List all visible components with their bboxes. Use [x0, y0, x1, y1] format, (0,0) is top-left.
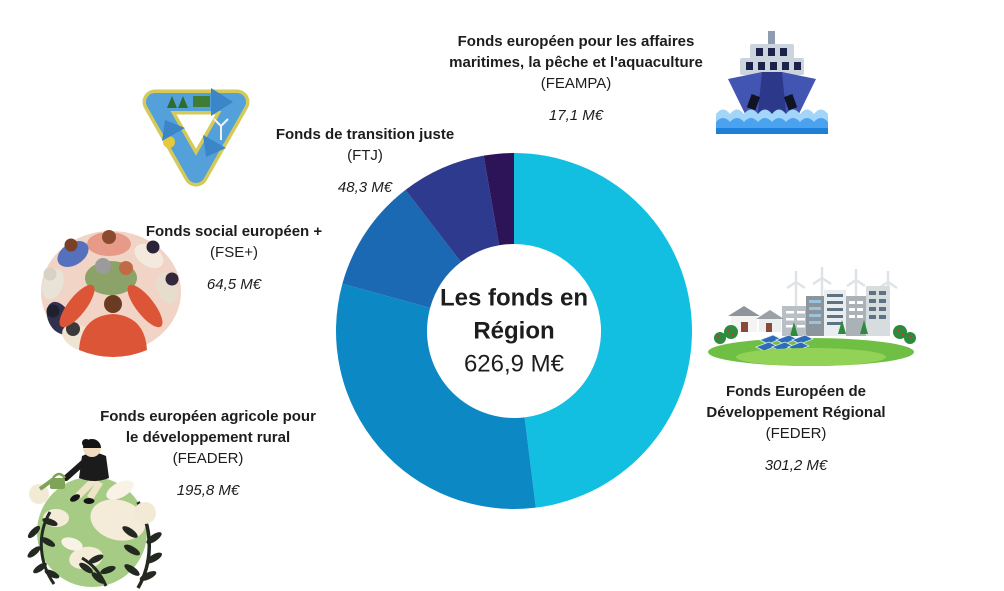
donut-segment-fse: [342, 189, 461, 308]
wave-deep: [716, 128, 828, 134]
buildings: [782, 286, 890, 336]
people-front-person: [59, 284, 163, 357]
fund-acronym: (FTJ): [347, 147, 383, 164]
donut-segments: [335, 153, 692, 510]
city-icon: [704, 266, 918, 370]
ship-bow: [757, 72, 787, 122]
label-fse: Fonds social européen + (FSE+) 64,5 M€: [119, 221, 349, 293]
donut-segment-feader: [335, 283, 536, 510]
recycle-sun: [163, 136, 175, 148]
sitting-person: [63, 439, 109, 504]
grass-front: [736, 348, 886, 366]
fund-amount: 17,1 M€: [548, 107, 604, 124]
branch-left: [27, 511, 60, 585]
label-feder: Fonds Européen de Développement Régional…: [671, 381, 921, 474]
fund-title: Fonds social européen +: [145, 223, 323, 240]
solar-panels: [755, 334, 814, 352]
fund-amount: 48,3 M€: [337, 179, 393, 196]
donut-segment-feder: [514, 153, 692, 508]
label-feampa: Fonds européen pour les affaires maritim…: [411, 31, 741, 124]
recycle-dam: [193, 96, 210, 107]
donut-segment-feampa: [483, 153, 514, 246]
fund-acronym: (FEDER): [765, 425, 827, 442]
ship-deck-windows: [746, 62, 801, 70]
fund-amount: 64,5 M€: [206, 276, 262, 293]
houses: [728, 306, 784, 332]
donut-segment-ftj: [405, 155, 500, 263]
people-circle-icon: [33, 222, 189, 360]
ship-mast: [768, 31, 775, 48]
fund-acronym: (FEAMPA): [540, 75, 612, 92]
recycle-icon: [133, 64, 259, 200]
ship-icon: [716, 28, 828, 134]
fund-title: Fonds Européen de Développement Régional: [706, 383, 886, 421]
fund-acronym: (FEADER): [172, 450, 244, 467]
fund-acronym: (FSE+): [210, 244, 258, 261]
donut-center-label: Les fonds en Région 626,9 M€: [414, 282, 614, 381]
people-center: [85, 258, 137, 295]
chart-total-amount: 626,9 M€: [463, 350, 565, 378]
watering-can: [38, 472, 66, 491]
fund-title: Fonds européen agricole pour le développ…: [100, 408, 316, 446]
chart-title: Les fonds en Région: [439, 284, 589, 345]
fund-amount: 195,8 M€: [176, 482, 240, 499]
fund-amount: 301,2 M€: [764, 457, 828, 474]
branch-front: [79, 554, 116, 587]
recycle-arrowheads: [162, 88, 233, 157]
flower-right: [134, 502, 156, 524]
flower-left: [29, 484, 49, 504]
front-person-head: [104, 295, 122, 313]
ship-bridge-windows: [756, 48, 787, 56]
recycle-trees: [167, 96, 188, 108]
globe-clouds: [61, 480, 134, 551]
label-ftj: Fonds de transition juste (FTJ) 48,3 M€: [245, 124, 485, 196]
label-feader: Fonds européen agricole pour le développ…: [78, 406, 338, 499]
fund-title: Fonds de transition juste: [275, 126, 455, 143]
fund-title: Fonds européen pour les affaires maritim…: [449, 33, 703, 71]
tree-berries: [716, 328, 912, 338]
globe-person-icon: [20, 436, 166, 591]
recycle-turbine: [213, 118, 229, 140]
donut-chart: [335, 153, 692, 510]
